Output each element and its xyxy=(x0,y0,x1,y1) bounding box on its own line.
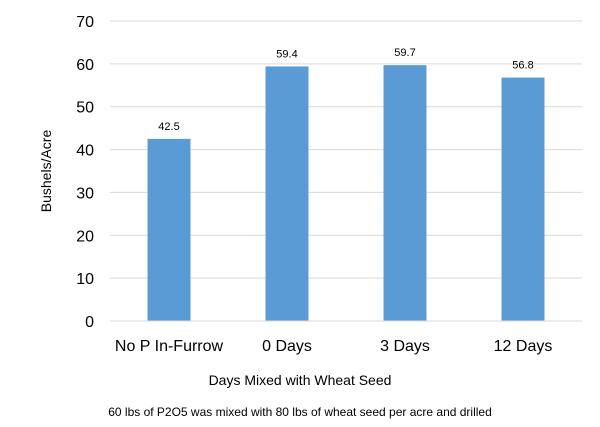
y-tick-label: 30 xyxy=(76,185,94,202)
y-tick-label: 0 xyxy=(85,314,94,331)
y-tick-label: 20 xyxy=(76,228,94,245)
y-tick-label: 60 xyxy=(76,57,94,74)
y-axis-title: Bushels/Acre xyxy=(38,130,54,213)
data-label: 42.5 xyxy=(158,121,179,133)
y-tick-label: 10 xyxy=(76,271,94,288)
data-label: 59.4 xyxy=(276,48,297,60)
x-category-label: 12 Days xyxy=(494,338,553,355)
data-labels: 42.5 59.4 59.7 56.8 xyxy=(158,47,533,133)
x-axis-categories: No P In-Furrow 0 Days 3 Days 12 Days xyxy=(115,338,552,355)
bar xyxy=(147,138,191,321)
bar xyxy=(265,66,309,321)
x-category-label: 3 Days xyxy=(380,338,430,355)
bars xyxy=(147,65,545,322)
bar xyxy=(501,77,545,321)
y-tick-label: 50 xyxy=(76,100,94,117)
x-axis-title: Days Mixed with Wheat Seed xyxy=(209,372,392,388)
data-label: 59.7 xyxy=(394,47,415,59)
y-tick-label: 40 xyxy=(76,143,94,160)
y-axis-ticks: 0 10 20 30 40 50 60 70 xyxy=(76,14,94,331)
x-category-label: 0 Days xyxy=(262,338,312,355)
x-category-label: No P In-Furrow xyxy=(115,338,224,355)
data-label: 56.8 xyxy=(512,60,533,72)
y-tick-label: 70 xyxy=(76,14,94,31)
bar xyxy=(383,65,427,322)
chart-footnote: 60 lbs of P2O5 was mixed with 80 lbs of … xyxy=(108,405,492,419)
